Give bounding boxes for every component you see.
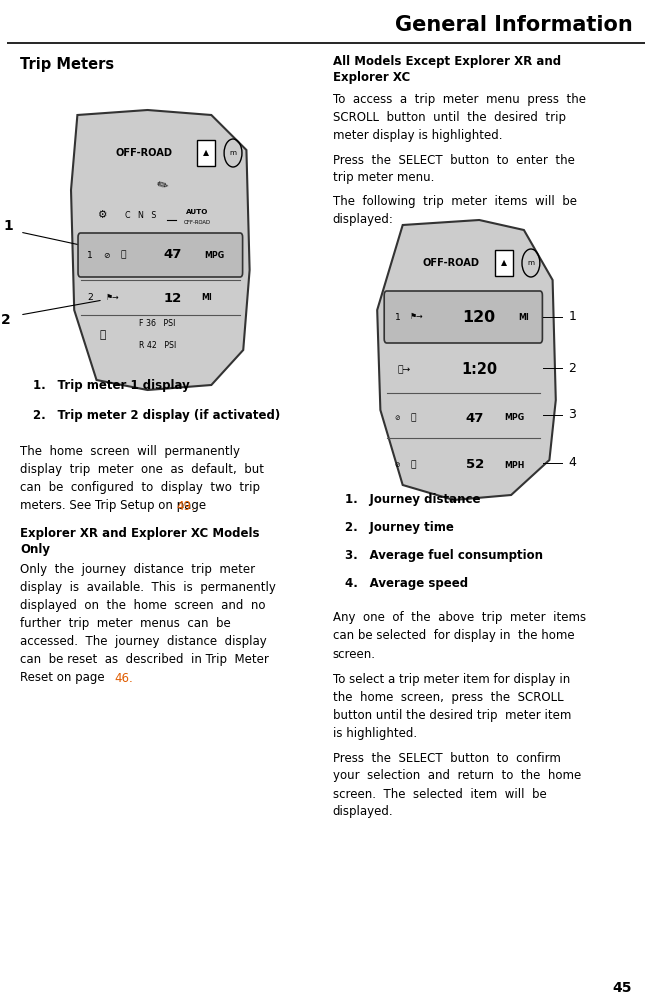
Text: Only: Only [20,542,50,556]
Text: OFF-ROAD: OFF-ROAD [422,258,479,268]
Text: trip meter menu.: trip meter menu. [333,172,434,184]
Text: MI: MI [201,294,212,302]
Text: 1:20: 1:20 [461,362,497,377]
Text: 12: 12 [164,292,182,304]
FancyBboxPatch shape [78,233,243,277]
Text: MI: MI [519,312,529,322]
Text: 120: 120 [463,310,496,324]
Text: ▲: ▲ [203,148,209,157]
Text: MPH: MPH [504,460,525,470]
Text: ✎: ✎ [156,177,172,193]
Text: MPG: MPG [204,250,225,259]
Text: meter display is highlighted.: meter display is highlighted. [333,129,502,142]
Text: your  selection  and  return  to  the  home: your selection and return to the home [333,770,581,782]
Text: 1. Journey distance: 1. Journey distance [345,493,481,506]
Text: meters. See Trip Setup on page: meters. See Trip Setup on page [20,499,210,512]
Text: displayed.: displayed. [333,806,393,818]
Text: can  be reset  as  described  in Trip  Meter: can be reset as described in Trip Meter [20,654,269,666]
Text: SCROLL  button  until  the  desired  trip: SCROLL button until the desired trip [333,111,566,124]
Text: Only  the  journey  distance  trip  meter: Only the journey distance trip meter [20,564,255,576]
Text: AUTO: AUTO [186,209,208,215]
Text: can be selected  for display in  the home: can be selected for display in the home [333,630,574,643]
Text: General Information: General Information [395,15,632,35]
Text: 1. Trip meter 1 display: 1. Trip meter 1 display [33,378,189,391]
Text: ⊘: ⊘ [395,415,400,421]
Text: OFF-ROAD: OFF-ROAD [116,148,173,158]
Text: To select a trip meter item for display in: To select a trip meter item for display … [333,674,570,686]
Text: 2. Trip meter 2 display (if activated): 2. Trip meter 2 display (if activated) [33,408,280,422]
Text: accessed.  The  journey  distance  display: accessed. The journey distance display [20,636,267,648]
Text: The  following  trip  meter  items  will  be: The following trip meter items will be [333,196,577,209]
Text: To  access  a  trip  meter  menu  press  the: To access a trip meter menu press the [333,94,585,106]
Text: 3: 3 [568,408,576,422]
Text: Trip Meters: Trip Meters [20,57,114,73]
Text: 1: 1 [395,312,400,322]
Text: ⛽: ⛽ [120,250,126,259]
Text: 2. Journey time: 2. Journey time [345,522,454,534]
Text: ▲: ▲ [501,258,507,267]
Text: screen.: screen. [333,648,376,660]
Text: can  be  configured  to  display  two  trip: can be configured to display two trip [20,482,260,494]
Text: C   N   S: C N S [126,211,157,220]
Text: Press  the  SELECT  button  to  confirm: Press the SELECT button to confirm [333,752,561,764]
Text: button until the desired trip  meter item: button until the desired trip meter item [333,710,571,722]
Text: 1: 1 [4,219,14,233]
Text: 47: 47 [164,248,182,261]
Text: 1: 1 [87,250,93,259]
Text: is highlighted.: is highlighted. [333,728,417,740]
Text: 49.: 49. [176,499,195,512]
Text: 2: 2 [568,361,576,374]
Text: m: m [230,150,236,156]
Text: ⚑→: ⚑→ [410,312,424,322]
FancyBboxPatch shape [197,140,215,166]
Text: OFF-ROAD: OFF-ROAD [184,221,211,226]
Text: 3. Average fuel consumption: 3. Average fuel consumption [345,550,544,562]
Text: display  trip  meter  one  as  default,  but: display trip meter one as default, but [20,464,264,477]
Text: ⊘: ⊘ [103,250,109,259]
Text: F 36   PSI: F 36 PSI [139,318,175,328]
Text: 4: 4 [568,456,576,470]
Polygon shape [71,110,249,390]
Text: 45: 45 [613,981,632,995]
Text: All Models Except Explorer XR and: All Models Except Explorer XR and [333,55,561,68]
Text: ⛽: ⛽ [411,414,416,422]
Text: m: m [527,260,534,266]
Text: Explorer XR and Explorer XC Models: Explorer XR and Explorer XC Models [20,526,260,540]
Text: ⏱→: ⏱→ [397,365,411,374]
Text: Explorer XC: Explorer XC [333,72,409,85]
Text: further  trip  meter  menus  can  be: further trip meter menus can be [20,617,230,631]
Text: display  is  available.  This  is  permanently: display is available. This is permanentl… [20,582,276,594]
Text: ⊘: ⊘ [395,462,400,468]
Text: 1: 1 [568,310,576,324]
Text: 52: 52 [465,458,484,472]
Text: Reset on page: Reset on page [20,672,108,684]
FancyBboxPatch shape [495,250,513,276]
Text: 46.: 46. [115,672,133,684]
Text: MPG: MPG [505,414,525,422]
Text: screen.  The  selected  item  will  be: screen. The selected item will be [333,788,546,800]
Text: ⚑→: ⚑→ [105,294,119,302]
Text: 2: 2 [1,313,10,327]
Text: ⚙: ⚙ [98,210,107,220]
Text: the  home  screen,  press  the  SCROLL: the home screen, press the SCROLL [333,692,563,704]
Text: 47: 47 [465,412,484,424]
Polygon shape [377,220,556,500]
Text: The  home  screen  will  permanently: The home screen will permanently [20,446,240,458]
Text: R 42   PSI: R 42 PSI [139,340,176,350]
FancyBboxPatch shape [384,291,542,343]
Text: 🎯: 🎯 [411,460,416,470]
Text: displayed  on  the  home  screen  and  no: displayed on the home screen and no [20,599,266,612]
Text: 4. Average speed: 4. Average speed [345,578,469,590]
Text: Any  one  of  the  above  trip  meter  items: Any one of the above trip meter items [333,611,586,624]
Text: 🔘: 🔘 [100,330,106,340]
Text: Press  the  SELECT  button  to  enter  the: Press the SELECT button to enter the [333,153,574,166]
Text: 2: 2 [87,294,93,302]
Text: displayed:: displayed: [333,214,393,227]
